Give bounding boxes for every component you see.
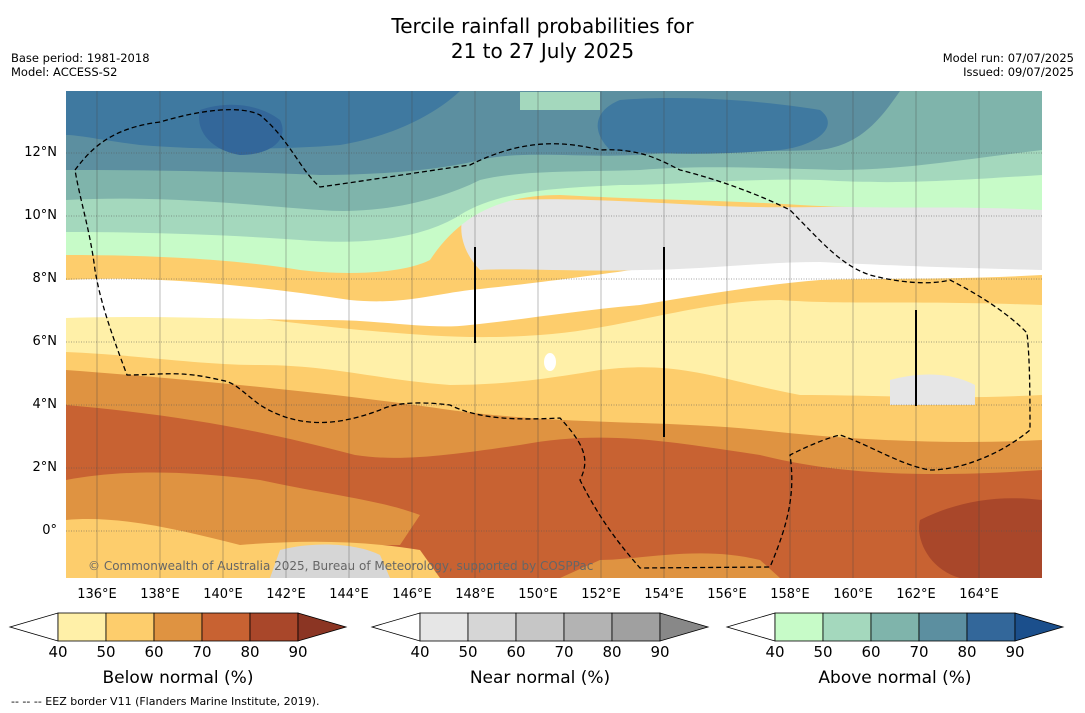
below-normal-colorbar-segment — [249, 612, 299, 642]
eez-footnote: -- -- -- EEZ border V11 (Flanders Marine… — [11, 695, 320, 708]
lat-label-10n: 10°N — [24, 208, 57, 223]
above-normal-colorbar-segment — [774, 612, 824, 642]
lat-label-4n: 4°N — [32, 397, 58, 412]
lon-label-148e: 148°E — [455, 587, 495, 602]
graticule — [66, 152, 1042, 532]
below-normal-colorbar-low-extend — [8, 612, 59, 642]
below-normal-colorbar-high-extend — [297, 612, 348, 642]
lon-label-154e: 154°E — [644, 587, 684, 602]
above-normal-colorbar-high-extend — [1014, 612, 1065, 642]
near-normal-tick-label: 80 — [602, 643, 622, 661]
below-normal-colorbar-segment — [153, 612, 203, 642]
lon-label-156e: 156°E — [707, 587, 747, 602]
lon-label-158e: 158°E — [770, 587, 810, 602]
above-normal-tick-label: 80 — [957, 643, 977, 661]
above-normal-tick-label: 90 — [1005, 643, 1025, 661]
near-normal-tick-label: 50 — [458, 643, 478, 661]
eez-border — [74, 109, 1031, 569]
meridians — [96, 91, 980, 578]
below-normal-tick-label: 40 — [48, 643, 68, 661]
near-normal-tick-label: 60 — [506, 643, 526, 661]
lon-label-144e: 144°E — [329, 587, 369, 602]
below-normal-tick-label: 70 — [192, 643, 212, 661]
below-normal-tick-label: 90 — [288, 643, 308, 661]
lon-label-162e: 162°E — [896, 587, 936, 602]
lat-label-6n: 6°N — [32, 334, 58, 349]
lon-label-136e: 136°E — [77, 587, 117, 602]
lon-label-150e: 150°E — [518, 587, 558, 602]
lat-label-2n: 2°N — [32, 460, 58, 475]
near-normal-colorbar-low-extend — [370, 612, 421, 642]
issued-date: Issued: 09/07/2025 — [963, 65, 1074, 79]
model-name: Model: ACCESS-S2 — [11, 65, 118, 79]
lon-label-152e: 152°E — [581, 587, 621, 602]
lon-label-160e: 160°E — [833, 587, 873, 602]
lat-label-12n: 12°N — [24, 145, 57, 160]
copyright-text: © Commonwealth of Australia 2025, Bureau… — [88, 559, 594, 573]
near-normal-colorbar-high-extend — [659, 612, 710, 642]
above-normal-colorbar-segment — [870, 612, 920, 642]
near-normal-colorbar-segment — [467, 612, 517, 642]
near-normal-tick-label: 70 — [554, 643, 574, 661]
lon-label-146e: 146°E — [392, 587, 432, 602]
below-normal-colorbar-title: Below normal (%) — [102, 668, 254, 688]
below-normal-colorbar-segment — [105, 612, 155, 642]
probability-field — [66, 91, 1042, 578]
above-normal-tick-label: 60 — [861, 643, 881, 661]
near-normal-colorbar-segment — [515, 612, 565, 642]
lon-label-140e: 140°E — [203, 587, 243, 602]
below-normal-tick-label: 50 — [96, 643, 116, 661]
lon-label-164e: 164°E — [959, 587, 999, 602]
above-normal-colorbar-low-extend — [725, 612, 776, 642]
lat-label-8n: 8°N — [32, 271, 58, 286]
lon-label-142e: 142°E — [266, 587, 306, 602]
meta-right: Model run: 07/07/2025 Issued: 09/07/2025 — [943, 51, 1074, 79]
colorbars — [8, 612, 1065, 642]
lat-label-0: 0° — [42, 523, 57, 538]
near-normal-colorbar-segment — [419, 612, 469, 642]
above-normal-tick-label: 40 — [765, 643, 785, 661]
map-title: Tercile rainfall probabilities for 21 to… — [0, 14, 1085, 64]
title-line-2: 21 to 27 July 2025 — [450, 39, 635, 63]
near-normal-colorbar-title: Near normal (%) — [469, 668, 611, 688]
title-line-1: Tercile rainfall probabilities for — [391, 14, 694, 38]
above-normal-colorbar-title: Above normal (%) — [818, 668, 972, 688]
below-normal-tick-label: 80 — [240, 643, 260, 661]
above-normal-colorbar-segment — [918, 612, 968, 642]
above-normal-tick-label: 50 — [813, 643, 833, 661]
island-chain-markers — [474, 247, 917, 437]
near-normal-tick-label: 40 — [410, 643, 430, 661]
near-normal-colorbar-segment — [611, 612, 661, 642]
below-normal-tick-label: 60 — [144, 643, 164, 661]
above-normal-colorbar-segment — [966, 612, 1016, 642]
base-period: Base period: 1981-2018 — [11, 51, 150, 65]
below-normal-colorbar-segment — [57, 612, 107, 642]
meta-left: Base period: 1981-2018 Model: ACCESS-S2 — [11, 51, 150, 79]
lon-label-138e: 138°E — [140, 587, 180, 602]
above-normal-colorbar-segment — [822, 612, 872, 642]
near-normal-colorbar-segment — [563, 612, 613, 642]
near-normal-tick-label: 90 — [650, 643, 670, 661]
model-run: Model run: 07/07/2025 — [942, 51, 1074, 65]
below-normal-colorbar-segment — [201, 612, 251, 642]
above-normal-tick-label: 70 — [909, 643, 929, 661]
